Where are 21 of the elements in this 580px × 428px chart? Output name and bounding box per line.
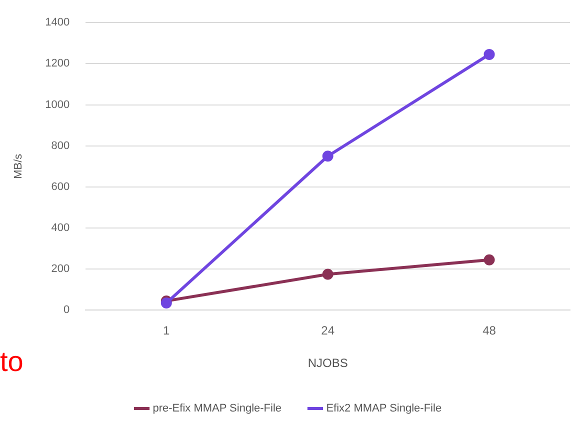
y-tick-label: 200 [51,263,70,276]
y-tick-label: 1000 [45,98,70,111]
point [160,298,172,309]
y-tick-label: 1200 [45,58,70,70]
point [484,48,495,60]
y-tick-label: 800 [51,140,70,152]
text: to [0,346,24,377]
x-tick-label: 48 [482,324,496,338]
y-tick-label: 600 [51,180,70,193]
x-tick-label: 1 [163,324,170,338]
point [484,254,495,266]
legend-label: pre-Efix MMAP Single-File [152,402,282,415]
y-tick-label: 1400 [45,16,70,29]
point [322,150,334,162]
y-tick-label: 400 [51,222,70,234]
point [322,268,334,280]
y-axis-title: MB/s [12,153,25,179]
x-axis-title: NJOBS [308,356,348,370]
x-tick-label: 24 [321,324,335,338]
y-tick-label: 0 [64,304,70,316]
legend-label: Efix2 MMAP Single-File [326,402,442,415]
